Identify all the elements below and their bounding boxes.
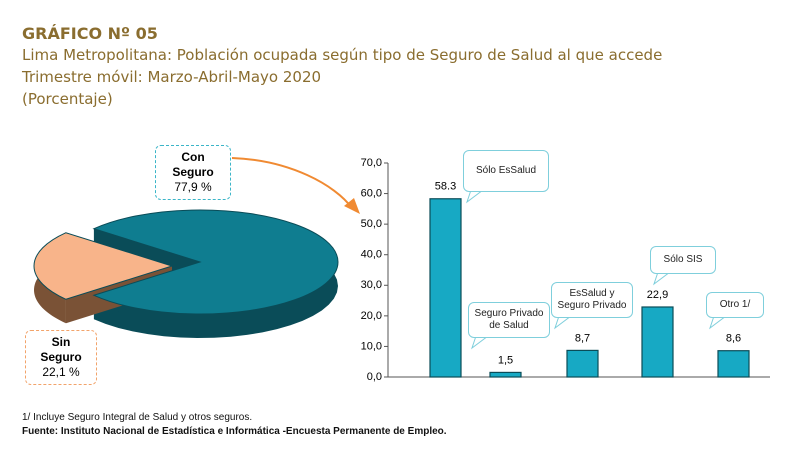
subtitle: Trimestre móvil: Marzo-Abril-Mayo 2020 bbox=[22, 68, 322, 86]
bar bbox=[641, 306, 674, 378]
callout: Con Seguro 77,9 % bbox=[155, 145, 231, 200]
subtitle: Lima Metropolitana: Población ocupada se… bbox=[22, 46, 663, 64]
arrow-head bbox=[344, 198, 360, 214]
y-tick-label: 30,0 bbox=[361, 279, 382, 291]
title: GRÁFICO Nº 05 bbox=[22, 24, 158, 43]
y-tick-label: 10,0 bbox=[361, 340, 382, 352]
pie-slice bbox=[92, 209, 339, 315]
value-label: 22,9 bbox=[647, 289, 668, 301]
callout: EsSalud y Seguro Privado bbox=[551, 282, 633, 318]
y-tick-label: 50,0 bbox=[361, 218, 382, 230]
bar bbox=[566, 349, 599, 378]
value-label: 8,6 bbox=[726, 333, 741, 345]
callout: Seguro Privado de Salud bbox=[468, 302, 550, 338]
callout: Otro 1/ bbox=[706, 292, 764, 318]
y-tick-label: 60,0 bbox=[361, 187, 382, 199]
bar bbox=[717, 350, 750, 378]
bar bbox=[429, 198, 462, 378]
y-tick-label: 70,0 bbox=[361, 157, 382, 169]
y-tick-label: 20,0 bbox=[361, 310, 382, 322]
pie-slice bbox=[33, 232, 174, 300]
callout: Sin Seguro 22,1 % bbox=[25, 330, 97, 385]
slice-label: Sin Seguro bbox=[40, 335, 82, 364]
subtitle: (Porcentaje) bbox=[22, 90, 113, 108]
value-label: 58.3 bbox=[435, 181, 456, 193]
arrow bbox=[231, 157, 353, 209]
value-label: 1,5 bbox=[498, 354, 513, 366]
callout: Sólo SIS bbox=[650, 246, 716, 274]
slice-label: Con Seguro bbox=[172, 150, 214, 179]
y-tick-label: 0,0 bbox=[367, 371, 382, 383]
slice-value: 22,1 % bbox=[42, 365, 80, 379]
slice-value: 77,9 % bbox=[174, 180, 212, 194]
y-tick-label: 40,0 bbox=[361, 249, 382, 261]
source: Fuente: Instituto Nacional de Estadístic… bbox=[22, 426, 447, 437]
callout: Sólo EsSalud bbox=[463, 150, 549, 192]
bar bbox=[489, 371, 522, 378]
footnote: 1/ Incluye Seguro Integral de Salud y ot… bbox=[22, 412, 253, 423]
value-label: 8,7 bbox=[575, 332, 590, 344]
